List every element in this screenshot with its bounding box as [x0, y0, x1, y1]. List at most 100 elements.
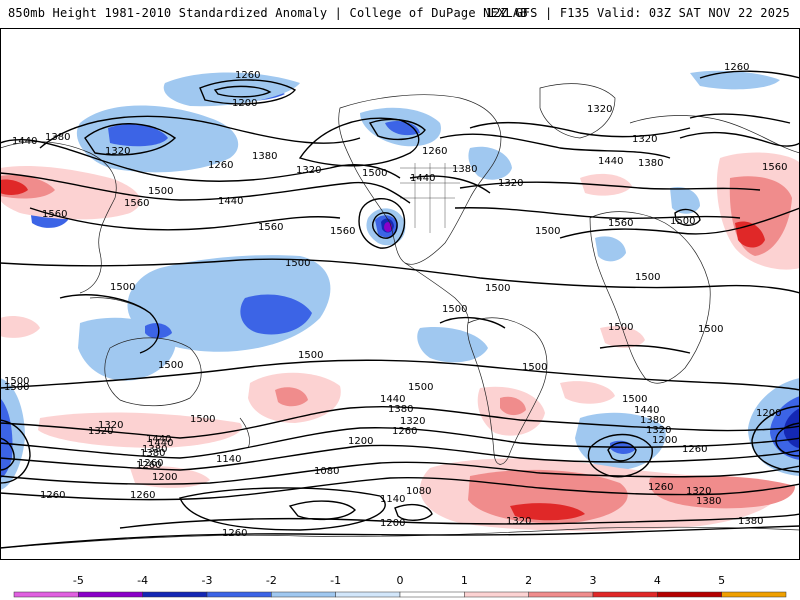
- contour-label: 1440: [218, 196, 243, 207]
- contour-1440-natl: [459, 181, 761, 191]
- colorbar-tick-label: -5: [73, 574, 84, 587]
- contour-label: 1260: [648, 482, 673, 493]
- contour-label: 1440: [634, 405, 659, 416]
- contour-label: 1260: [40, 490, 65, 501]
- contour-label: 1320: [632, 134, 657, 145]
- contour-label: 1200: [152, 472, 177, 483]
- contour-label: 1500: [535, 226, 560, 237]
- contour-1200-antarctic: [119, 513, 800, 529]
- contour-label: 1560: [330, 226, 355, 237]
- contour-label: 1500: [4, 376, 29, 387]
- contour-label: 1320: [686, 486, 711, 497]
- neg-anom-africa: [595, 236, 626, 262]
- contour-label: 1500: [4, 382, 29, 393]
- colorbar-tick-label: 5: [718, 574, 725, 587]
- colorbar-segments: [13, 591, 787, 598]
- contour-low-east: [751, 405, 800, 473]
- coast-south-america: [467, 317, 548, 465]
- colorbar-segment: [592, 591, 658, 598]
- colorbar-tick-label: 0: [397, 574, 404, 587]
- contour-label: 1080: [406, 486, 431, 497]
- contour-label: 1200: [756, 408, 781, 419]
- contour-label: 1380: [640, 415, 665, 426]
- contour-1320-sh: [0, 444, 800, 471]
- contour-1200-sh: [0, 476, 800, 501]
- contour-label: 1500: [698, 324, 723, 335]
- colorbar-segment: [335, 591, 401, 598]
- pos-anom-antarctic-east: [649, 475, 795, 509]
- contour-1440-sh: [0, 405, 800, 439]
- contour-label: 1260: [136, 460, 161, 471]
- contour-label: 1380: [140, 448, 165, 459]
- contour-1380-sh: [0, 427, 800, 459]
- contour-label: 1560: [258, 222, 283, 233]
- contour-label: 1320: [587, 104, 612, 115]
- contour-label: 1440: [12, 136, 37, 147]
- colorbar-ticks: -5 -4 -3 -2 -1 0 1 2 3 4 5: [73, 574, 725, 587]
- contour-label: 1260: [222, 528, 247, 539]
- pos-anom-asia-west-deep: [0, 179, 28, 195]
- us-borders: [400, 163, 460, 233]
- contour-low-satl-inner: [607, 441, 637, 462]
- contour-label: 1440: [410, 173, 435, 184]
- colorbar-legend: -5 -4 -3 -2 -1 0 1 2 3 4 5: [13, 574, 787, 598]
- contour-1320-natl: [469, 121, 691, 138]
- neg-anom-n-pacific-core: [108, 124, 168, 147]
- colorbar-segment: [528, 591, 594, 598]
- colorbar-segment: [78, 591, 143, 598]
- contour-label: 1380: [452, 164, 477, 175]
- contour-label: 1320: [400, 416, 425, 427]
- neg-anom-n-africa: [670, 186, 700, 214]
- neg-anom-trop-pacific-core: [240, 294, 312, 335]
- contour-1260-antarctic: [0, 525, 800, 549]
- contour-1560-natl: [559, 207, 800, 239]
- contour-1560-subtrop: [29, 207, 341, 231]
- coast-central-america: [404, 262, 469, 324]
- map-title: 850mb Height 1981-2010 Standardized Anom…: [8, 6, 528, 20]
- contour-label: 1560: [762, 162, 787, 173]
- coast-australia: [104, 337, 202, 407]
- contour-label: 1560: [42, 209, 67, 220]
- contour-label: 1500: [522, 362, 547, 373]
- colorbar-segment: [657, 591, 722, 598]
- contour-label: 1380: [696, 496, 721, 507]
- neg-anom-cutoff-low-core: [384, 222, 392, 232]
- pos-anom-s-america-core: [500, 396, 526, 416]
- contour-1080-low-b: [394, 503, 433, 521]
- contour-label: 1260: [235, 70, 260, 81]
- contour-label: 1320: [98, 420, 123, 431]
- contour-label: 1500: [485, 283, 510, 294]
- contour-label: 1380: [638, 158, 663, 169]
- contour-label: 1560: [608, 218, 633, 229]
- height-contours: [0, 70, 800, 549]
- contour-label: 1140: [380, 494, 405, 505]
- contour-label: 1320: [646, 425, 671, 436]
- colorbar-segment: [399, 591, 465, 598]
- contour-labels: 1260 1200 1440 1380 1320 1260 1380 1320 …: [4, 62, 787, 539]
- contour-label: 1320: [498, 178, 523, 189]
- contour-label: 1200: [380, 518, 405, 529]
- contour-1380-npac: [39, 115, 361, 149]
- contour-label: 1560: [124, 198, 149, 209]
- contour-1260-arctic: [199, 79, 297, 105]
- contour-label: 1500: [635, 272, 660, 283]
- contour-label: 1500: [408, 382, 433, 393]
- contour-label: 1320: [105, 146, 130, 157]
- contour-label: 1380: [142, 444, 167, 455]
- contour-small-africa: [674, 208, 701, 226]
- colorbar-segment: [206, 591, 272, 598]
- anomaly-map: 1260 1200 1440 1380 1320 1260 1380 1320 …: [0, 28, 800, 560]
- contour-low-east-inner: [775, 422, 800, 457]
- contour-label: 1500: [158, 360, 183, 371]
- contour-low-west: [0, 419, 31, 484]
- pos-anom-west-edge-trop: [0, 316, 40, 338]
- pos-anom-indian-ocean: [600, 326, 645, 348]
- contour-1500-aus: [59, 294, 160, 354]
- contour-1500-afr: [599, 344, 691, 354]
- contour-label: 1320: [506, 516, 531, 527]
- contour-label: 1380: [252, 151, 277, 162]
- contour-label: 1260: [682, 444, 707, 455]
- coast-asia-west: [0, 141, 117, 294]
- colorbar-segment: [271, 591, 336, 598]
- contour-1260-sh: [0, 461, 800, 485]
